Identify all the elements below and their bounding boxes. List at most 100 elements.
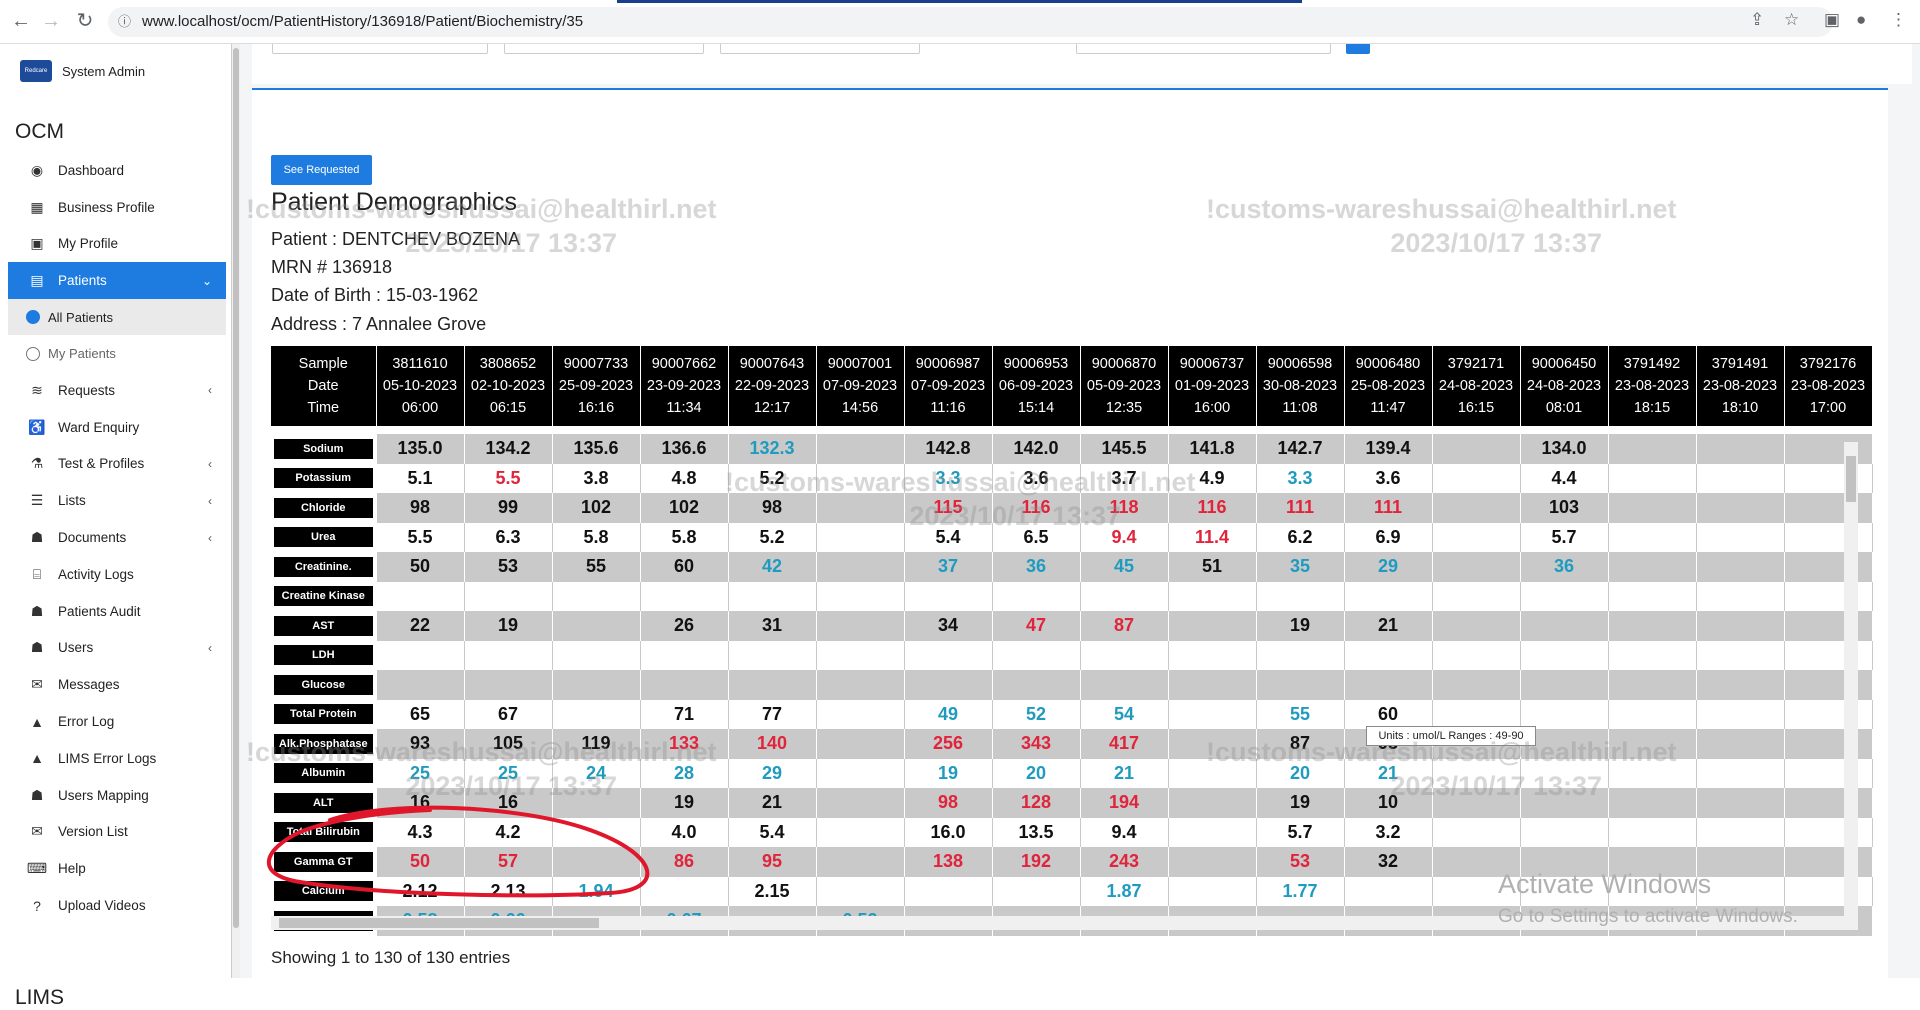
- result-cell[interactable]: 25: [376, 758, 465, 788]
- sidebar-item-upload-videos[interactable]: ? Upload Videos: [8, 887, 226, 924]
- patient-mrn-input[interactable]: [272, 44, 488, 54]
- site-info-icon[interactable]: ⓘ: [118, 14, 132, 29]
- result-cell[interactable]: 21: [1080, 758, 1169, 788]
- result-cell[interactable]: 6.3: [464, 522, 553, 552]
- sample-column-header[interactable]: 90007001 07-09-2023 14:56: [816, 346, 905, 426]
- result-cell[interactable]: 417: [1080, 729, 1169, 759]
- result-cell[interactable]: 60: [640, 552, 729, 582]
- side-panel-icon[interactable]: ▣: [1824, 10, 1841, 29]
- sample-column-header[interactable]: 3811610 05-10-2023 06:00: [376, 346, 465, 426]
- sidebar-item-dashboard[interactable]: ◉ Dashboard: [8, 152, 226, 189]
- sample-column-header[interactable]: 3808652 02-10-2023 06:15: [464, 346, 553, 426]
- sidebar-item-error-log[interactable]: ▲ Error Log: [8, 703, 226, 740]
- sidebar-item-lims-error-logs[interactable]: ▲ LIMS Error Logs: [8, 740, 226, 777]
- result-cell[interactable]: 13.5: [992, 817, 1081, 847]
- result-cell[interactable]: 111: [1344, 493, 1433, 523]
- sample-column-header[interactable]: 90006450 24-08-2023 08:01: [1520, 346, 1609, 426]
- result-cell[interactable]: 142.7: [1256, 434, 1345, 464]
- result-cell[interactable]: 19: [640, 788, 729, 818]
- result-cell[interactable]: 34: [904, 611, 993, 641]
- result-cell[interactable]: 1.87: [1080, 876, 1169, 906]
- sidebar-item-lists[interactable]: ☰ Lists ‹: [8, 482, 226, 519]
- table-vertical-scrollbar[interactable]: [1844, 442, 1858, 930]
- result-cell[interactable]: 98: [904, 788, 993, 818]
- result-cell[interactable]: 9.4: [1080, 817, 1169, 847]
- result-cell[interactable]: 3.6: [992, 463, 1081, 493]
- sidebar-item-patients[interactable]: ▤ Patients ⌄: [8, 262, 226, 300]
- result-cell[interactable]: 2.12: [376, 876, 465, 906]
- result-cell[interactable]: 4.3: [376, 817, 465, 847]
- sample-column-header[interactable]: 90007643 22-09-2023 12:17: [728, 346, 817, 426]
- result-cell[interactable]: 36: [1520, 552, 1609, 582]
- result-cell[interactable]: 16.0: [904, 817, 993, 847]
- browser-menu-icon[interactable]: ⋮: [1890, 10, 1907, 29]
- result-cell[interactable]: 25: [464, 758, 553, 788]
- result-cell[interactable]: 4.0: [640, 817, 729, 847]
- sample-column-header[interactable]: 90006480 25-08-2023 11:47: [1344, 346, 1433, 426]
- result-cell[interactable]: 111: [1256, 493, 1345, 523]
- result-cell[interactable]: 28: [640, 758, 729, 788]
- sidebar-item-ward-enquiry[interactable]: ♿ Ward Enquiry: [8, 409, 226, 446]
- sidebar-item-documents[interactable]: ☗ Documents ‹: [8, 519, 226, 556]
- sample-column-header[interactable]: 3791492 23-08-2023 18:15: [1608, 346, 1697, 426]
- result-cell[interactable]: 142.0: [992, 434, 1081, 464]
- sidebar-scrollbar[interactable]: [232, 44, 240, 978]
- result-cell[interactable]: 55: [552, 552, 641, 582]
- share-icon[interactable]: ⇪: [1750, 10, 1765, 29]
- table-horizontal-scrollbar[interactable]: [271, 916, 1844, 930]
- result-cell[interactable]: 22: [376, 611, 465, 641]
- result-cell[interactable]: 11.4: [1168, 522, 1257, 552]
- date-to-input[interactable]: [720, 44, 920, 54]
- see-requested-button[interactable]: See Requested: [271, 155, 372, 185]
- result-cell[interactable]: 95: [728, 847, 817, 877]
- result-cell[interactable]: 2.15: [728, 876, 817, 906]
- sidebar-item-help[interactable]: ⌨ Help: [8, 850, 226, 887]
- result-cell[interactable]: 67: [464, 699, 553, 729]
- result-cell[interactable]: 4.8: [640, 463, 729, 493]
- result-cell[interactable]: 6.9: [1344, 522, 1433, 552]
- result-cell[interactable]: 36: [992, 552, 1081, 582]
- sample-column-header[interactable]: 90006870 05-09-2023 12:35: [1080, 346, 1169, 426]
- sidebar-item-test-profiles[interactable]: ⚗ Test & Profiles ‹: [8, 446, 226, 483]
- result-cell[interactable]: 21: [728, 788, 817, 818]
- result-cell[interactable]: 37: [904, 552, 993, 582]
- result-cell[interactable]: 60: [1344, 699, 1433, 729]
- result-cell[interactable]: 103: [1520, 493, 1609, 523]
- address-bar[interactable]: ⓘ www.localhost/ocm/PatientHistory/13691…: [108, 7, 1833, 37]
- result-cell[interactable]: 139.4: [1344, 434, 1433, 464]
- result-cell[interactable]: 105: [464, 729, 553, 759]
- user-profile[interactable]: Redcare System Admin: [20, 60, 145, 82]
- result-cell[interactable]: 65: [376, 699, 465, 729]
- result-cell[interactable]: 6.2: [1256, 522, 1345, 552]
- result-cell[interactable]: 132.3: [728, 434, 817, 464]
- sidebar-item-activity-logs[interactable]: ⌸ Activity Logs: [8, 556, 226, 593]
- result-cell[interactable]: 55: [1256, 699, 1345, 729]
- sample-column-header[interactable]: 90006987 07-09-2023 11:16: [904, 346, 993, 426]
- result-cell[interactable]: 5.2: [728, 463, 817, 493]
- result-cell[interactable]: 5.5: [376, 522, 465, 552]
- sample-column-header[interactable]: 90007733 25-09-2023 16:16: [552, 346, 641, 426]
- date-from-input[interactable]: [504, 44, 704, 54]
- result-cell[interactable]: 19: [1256, 788, 1345, 818]
- result-cell[interactable]: 3.3: [1256, 463, 1345, 493]
- result-cell[interactable]: 31: [728, 611, 817, 641]
- result-cell[interactable]: 256: [904, 729, 993, 759]
- sidebar-item-users[interactable]: ☗ Users ‹: [8, 630, 226, 667]
- result-cell[interactable]: 5.8: [640, 522, 729, 552]
- result-cell[interactable]: 77: [728, 699, 817, 729]
- result-cell[interactable]: 20: [992, 758, 1081, 788]
- result-cell[interactable]: 3.3: [904, 463, 993, 493]
- result-cell[interactable]: 145.5: [1080, 434, 1169, 464]
- result-cell[interactable]: 93: [376, 729, 465, 759]
- sidebar-item-my-profile[interactable]: ▣ My Profile: [8, 226, 226, 263]
- result-cell[interactable]: 343: [992, 729, 1081, 759]
- result-cell[interactable]: 50: [376, 847, 465, 877]
- result-cell[interactable]: 4.4: [1520, 463, 1609, 493]
- sidebar-item-all-patients[interactable]: All Patients: [8, 299, 226, 336]
- sidebar-item-requests[interactable]: ≋ Requests ‹: [8, 372, 226, 409]
- department-select[interactable]: [1076, 44, 1331, 54]
- result-cell[interactable]: 32: [1344, 847, 1433, 877]
- result-cell[interactable]: 4.9: [1168, 463, 1257, 493]
- sidebar-item-my-patients[interactable]: My Patients: [8, 335, 226, 372]
- sample-column-header[interactable]: 90007662 23-09-2023 11:34: [640, 346, 729, 426]
